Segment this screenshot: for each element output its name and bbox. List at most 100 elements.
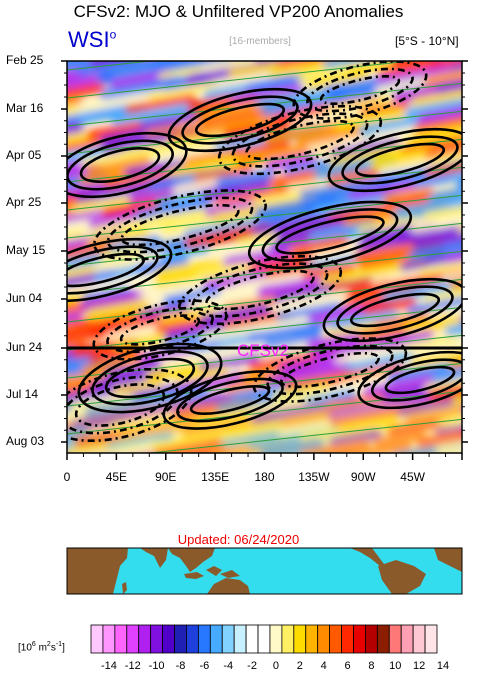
colorbar-tick-label: 0 <box>272 660 279 672</box>
world-map <box>66 547 463 595</box>
x-tick-label: 135W <box>298 470 330 484</box>
shading-blob <box>87 24 157 37</box>
map-central-america <box>350 548 384 566</box>
shading-blob <box>262 94 344 117</box>
colorbar-swatch <box>114 624 128 654</box>
contour-positive <box>322 277 462 343</box>
shading-blob <box>67 68 88 82</box>
shading-blob <box>231 140 291 158</box>
contour-positive <box>354 142 446 178</box>
colorbar-swatch <box>138 624 152 654</box>
colorbar-swatch <box>186 624 199 654</box>
shading-blob <box>419 260 462 278</box>
shading-blob <box>67 121 84 137</box>
shading-blob <box>373 19 436 30</box>
colorbar-swatch <box>257 624 271 654</box>
colorbar-swatch <box>221 624 235 654</box>
contour-negative <box>319 74 401 106</box>
shading-blob <box>279 353 346 377</box>
contour-positive <box>176 377 284 423</box>
shading-blob <box>284 0 348 10</box>
shading-blob <box>139 278 212 302</box>
contour-positive <box>370 358 462 402</box>
shading-blob <box>80 289 148 314</box>
colorbar-swatch <box>376 624 390 654</box>
shading-blob <box>458 224 462 236</box>
y-tick-label: Jun 04 <box>6 291 43 305</box>
shading-blob <box>255 61 277 64</box>
shading-blob <box>267 361 354 387</box>
shading-blob <box>237 36 336 54</box>
contour-positive <box>357 350 462 410</box>
shading-blob <box>67 160 82 171</box>
wsi-logo: WSIo <box>68 27 116 53</box>
shading-blob <box>163 286 221 307</box>
colorbar-tick-label: -8 <box>175 660 186 672</box>
shading-blob <box>393 196 462 221</box>
contour-negative <box>119 314 201 346</box>
shading-blob <box>193 165 253 183</box>
x-tick-label: 180 <box>254 470 275 484</box>
colorbar-swatch <box>329 624 342 654</box>
x-tick-label: 90W <box>350 470 376 484</box>
shading-blob <box>411 89 462 109</box>
shading-blob <box>375 65 453 88</box>
colorbar-swatch <box>174 624 187 654</box>
map-southeast-asia <box>168 548 215 572</box>
x-tick-label: 45W <box>400 470 425 484</box>
shading-blob <box>362 297 416 316</box>
shading-blob <box>67 368 115 388</box>
contour-negative <box>67 375 179 435</box>
cb-units-d: 2 <box>46 641 51 648</box>
y-tick-label: May 15 <box>6 243 46 257</box>
region-label: [5°S - 10°N] <box>395 34 459 48</box>
shading-blob <box>124 158 185 178</box>
shading-blob <box>37 32 111 45</box>
shading-blob <box>142 450 164 453</box>
contour-positive <box>167 87 313 153</box>
y-tick-label: Mar 16 <box>6 101 44 115</box>
colorbar-tick-label: 4 <box>320 660 327 672</box>
shading-blob <box>289 236 349 258</box>
colorbar-swatch <box>317 624 331 654</box>
contour-negative <box>245 119 355 161</box>
shading-blob <box>86 35 146 46</box>
shading-blob <box>444 5 477 17</box>
shading-blob <box>385 28 436 37</box>
shading-blob <box>110 70 172 92</box>
colorbar-tick-label: -14 <box>100 660 117 672</box>
shading-blob <box>324 320 383 340</box>
contour-negative <box>306 67 414 113</box>
shading-blob <box>338 0 402 9</box>
shading-blob <box>323 61 382 71</box>
shading-blob <box>84 448 116 453</box>
shading-blob <box>406 296 462 317</box>
shading-blob <box>424 162 462 178</box>
colorbar-swatch <box>281 624 295 654</box>
y-tick-label: Apr 25 <box>6 195 42 209</box>
shading-blob <box>382 186 434 204</box>
shading-blob <box>172 487 235 498</box>
shading-blob <box>397 224 462 247</box>
contour-positive <box>275 215 385 255</box>
green-contour-line <box>145 418 462 453</box>
shading-blob <box>282 370 356 394</box>
contour-negative <box>177 254 343 326</box>
colorbar-tick-label: 14 <box>436 660 450 672</box>
shading-blob <box>329 30 423 47</box>
shading-blob <box>456 179 462 191</box>
x-tick-label: 135E <box>201 470 230 484</box>
contour-positive <box>67 245 159 295</box>
colorbar-swatch <box>102 624 116 654</box>
mjo-contours <box>67 61 462 443</box>
contour-negative <box>120 203 240 247</box>
plot-area <box>37 0 477 505</box>
y-tick-label: Jul 14 <box>6 387 39 401</box>
shading-blob <box>67 71 114 92</box>
shading-blob <box>37 489 125 505</box>
shading-blob <box>436 46 477 54</box>
shading-blob <box>125 93 197 115</box>
shading-blob <box>426 27 477 39</box>
colorbar-swatch <box>400 624 414 654</box>
shading-blob <box>95 490 165 503</box>
